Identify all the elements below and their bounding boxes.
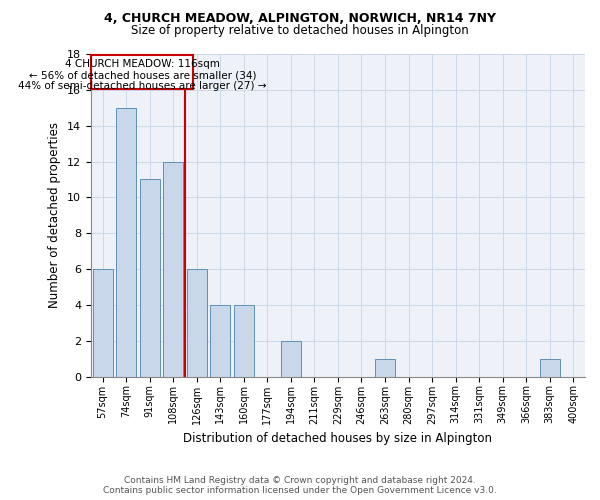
Bar bbox=[187, 269, 207, 376]
Text: 4 CHURCH MEADOW: 116sqm: 4 CHURCH MEADOW: 116sqm bbox=[65, 60, 220, 70]
FancyBboxPatch shape bbox=[91, 55, 193, 89]
Bar bbox=[116, 108, 136, 376]
Text: 44% of semi-detached houses are larger (27) →: 44% of semi-detached houses are larger (… bbox=[18, 81, 266, 91]
Text: 4, CHURCH MEADOW, ALPINGTON, NORWICH, NR14 7NY: 4, CHURCH MEADOW, ALPINGTON, NORWICH, NR… bbox=[104, 12, 496, 26]
Bar bbox=[140, 180, 160, 376]
X-axis label: Distribution of detached houses by size in Alpington: Distribution of detached houses by size … bbox=[184, 432, 493, 445]
Bar bbox=[92, 269, 113, 376]
Text: Contains HM Land Registry data © Crown copyright and database right 2024.
Contai: Contains HM Land Registry data © Crown c… bbox=[103, 476, 497, 495]
Bar bbox=[210, 305, 230, 376]
Bar bbox=[375, 358, 395, 376]
Bar bbox=[281, 341, 301, 376]
Bar bbox=[540, 358, 560, 376]
Bar bbox=[163, 162, 183, 376]
Text: Size of property relative to detached houses in Alpington: Size of property relative to detached ho… bbox=[131, 24, 469, 37]
Text: ← 56% of detached houses are smaller (34): ← 56% of detached houses are smaller (34… bbox=[29, 70, 256, 80]
Bar bbox=[234, 305, 254, 376]
Y-axis label: Number of detached properties: Number of detached properties bbox=[49, 122, 61, 308]
